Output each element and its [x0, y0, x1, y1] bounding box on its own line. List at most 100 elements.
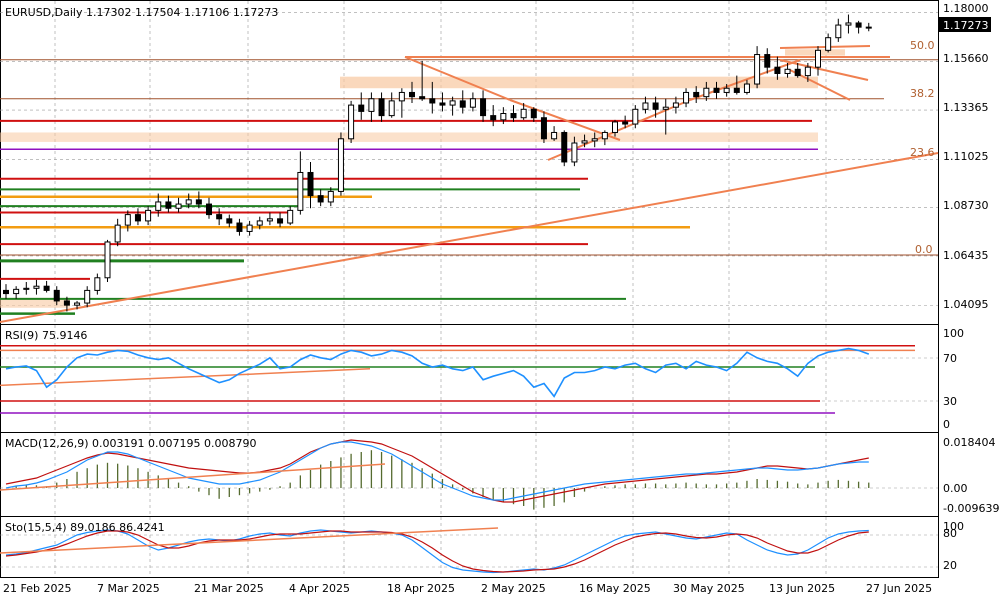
candle	[3, 284, 9, 299]
candle-body	[520, 108, 527, 119]
candle	[571, 136, 578, 167]
candle	[419, 60, 426, 101]
candle	[591, 132, 598, 148]
candle-body	[429, 98, 436, 104]
candle	[449, 96, 456, 116]
candle	[784, 62, 791, 78]
candle-body	[114, 224, 121, 243]
price-tick: 1.08730	[943, 199, 989, 212]
candle	[124, 210, 131, 232]
candle-body	[206, 203, 212, 216]
candle	[104, 239, 111, 282]
time-label: 27 Jun 2025	[866, 582, 932, 595]
candle-body	[723, 87, 730, 93]
candle-body	[409, 91, 415, 98]
candle-body	[74, 302, 81, 306]
candle-body	[662, 106, 669, 110]
sto-header: Sto(15,5,4) 89.0186 86.4241	[5, 521, 165, 534]
macd-trend-line	[0, 463, 386, 491]
candle	[256, 216, 263, 230]
candle	[804, 62, 811, 82]
chart-frame	[0, 0, 939, 578]
indicator-lines	[0, 345, 915, 574]
candle-body	[642, 102, 649, 110]
rsi-tick: 0	[943, 418, 950, 431]
candle	[297, 151, 304, 215]
candle	[693, 86, 700, 103]
fib-label-50: 50.0	[910, 39, 935, 52]
candle	[855, 20, 862, 34]
candle-body	[327, 190, 334, 203]
candle-body	[216, 214, 223, 220]
candle	[327, 187, 334, 207]
candle	[825, 33, 832, 53]
candle	[378, 92, 385, 122]
candle-body	[804, 66, 811, 77]
time-label: 30 May 2025	[673, 582, 745, 595]
candle-body	[693, 91, 700, 98]
candle-body	[500, 113, 507, 121]
time-label: 2 May 2025	[481, 582, 546, 595]
candle-body	[388, 100, 395, 117]
candle-body	[155, 201, 162, 211]
macd-tick: 0.00	[943, 482, 968, 495]
candle-body	[43, 285, 50, 291]
candle	[672, 96, 679, 114]
resistance-zone	[340, 76, 818, 89]
candle	[662, 98, 669, 135]
candle	[439, 92, 446, 112]
current-price-label: 1.17273	[943, 19, 989, 32]
candle	[642, 96, 649, 114]
candle	[277, 212, 284, 228]
candle-body	[439, 102, 446, 106]
candle-body	[175, 203, 182, 209]
candle	[53, 286, 60, 306]
candle	[307, 161, 314, 209]
candle	[540, 111, 547, 143]
main-header: EURUSD,Daily 1.17302 1.17504 1.17106 1.1…	[5, 6, 278, 19]
candle	[530, 107, 537, 122]
candle	[358, 92, 365, 120]
price-tick: 1.15660	[943, 52, 989, 65]
candle-body	[612, 121, 618, 133]
candle-body	[591, 138, 598, 142]
candle-body	[307, 171, 314, 197]
candle	[865, 22, 872, 32]
candle	[764, 48, 771, 74]
candle	[236, 218, 243, 236]
macd-header: MACD(12,26,9) 0.003191 0.007195 0.008790	[5, 437, 257, 450]
price-tick: 1.13365	[943, 101, 989, 114]
candle	[337, 132, 344, 196]
candle-body	[865, 26, 872, 29]
candle-body	[358, 104, 365, 112]
candle	[835, 18, 842, 42]
candle-body	[337, 138, 344, 192]
candle-body	[3, 289, 9, 295]
candle-body	[236, 222, 243, 232]
candle-body	[368, 98, 375, 112]
candle-body	[571, 142, 578, 163]
time-label: 7 Mar 2025	[97, 582, 160, 595]
candle-body	[601, 131, 608, 140]
candle-body	[561, 131, 568, 163]
candle	[632, 105, 639, 129]
time-label: 18 Apr 2025	[387, 582, 455, 595]
trend-line	[779, 45, 871, 49]
candle	[368, 92, 375, 122]
candle	[754, 46, 761, 89]
candle-body	[94, 277, 101, 291]
candle	[398, 88, 405, 118]
trend-line	[509, 99, 621, 141]
candle-body	[266, 218, 273, 222]
candle	[510, 105, 517, 122]
sto-signal-line	[5, 530, 869, 573]
price-tick: 1.06435	[943, 249, 989, 262]
candle-body	[855, 22, 862, 28]
candle-body	[398, 91, 405, 102]
candle	[459, 90, 466, 114]
candle-body	[622, 121, 629, 125]
time-label: 13 Jun 2025	[769, 582, 835, 595]
price-tick: 1.18000	[943, 2, 989, 15]
candle	[743, 79, 750, 95]
